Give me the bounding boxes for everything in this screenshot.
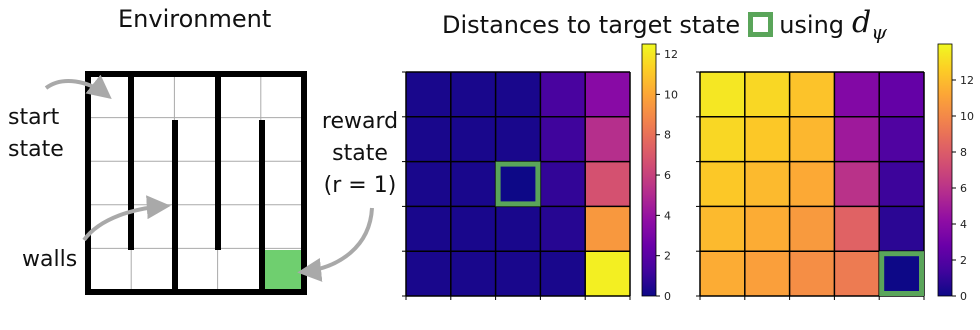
heatmap-cell (789, 72, 835, 117)
heatmap-cell (450, 161, 496, 207)
heatmap-cell (789, 116, 835, 162)
heatmap-cell (495, 251, 541, 296)
heatmap-cell (834, 251, 880, 296)
colorbar-tick-label: 8 (960, 146, 967, 159)
heatmap-cell (700, 72, 745, 117)
heatmap-cell (540, 206, 586, 252)
colorbar-tick-label: 0 (960, 290, 967, 303)
heatmap-cell (406, 116, 451, 162)
colorbar-1: 0 2 4 6 8 10 12 (641, 43, 678, 303)
environment-walls (85, 71, 307, 295)
reward-state-label-line2: state (332, 141, 388, 166)
heatmap-1: 0 2 4 6 8 10 12 (402, 43, 678, 303)
environment-grid (85, 71, 307, 295)
heatmap-cell (744, 116, 790, 162)
heatmap-cell (700, 161, 745, 207)
heatmap-cell (834, 72, 880, 117)
colorbar-tick-label: 4 (960, 218, 967, 231)
colorbar-tick-label: 10 (664, 88, 678, 101)
heatmap-cell (879, 116, 924, 162)
distance-symbol-subscript: ψ (871, 20, 887, 44)
colorbar-tick-label: 12 (960, 74, 974, 87)
heatmap-cell (789, 161, 835, 207)
colorbar-gradient (937, 43, 953, 297)
heatmap-cell (700, 116, 745, 162)
distance-symbol-letter: d (852, 5, 872, 40)
heatmap-cell (585, 72, 630, 117)
heatmap-cell (495, 206, 541, 252)
heatmap-cell (585, 206, 630, 252)
heatmap-cell (540, 161, 586, 207)
colorbar-gradient (641, 43, 657, 297)
heatmap-cell (700, 251, 745, 296)
colorbar-tick-label: 10 (960, 110, 974, 123)
heatmap-cell (540, 72, 586, 117)
colorbar-tick-label: 2 (960, 254, 967, 267)
walls-arrow (82, 195, 171, 242)
heatmap-cell (879, 161, 924, 207)
heatmap-cell (834, 116, 880, 162)
heatmap-cell (744, 206, 790, 252)
heatmap-cell (834, 206, 880, 252)
environment-title: Environment (118, 5, 272, 33)
colorbar-tick-label: 4 (664, 209, 671, 222)
target-box-icon (748, 12, 774, 37)
heatmap-cell (789, 251, 835, 296)
colorbar-tick-label: 6 (664, 169, 671, 182)
heatmap-cell (744, 251, 790, 296)
heatmap-cell (834, 161, 880, 207)
heatmap-cell (495, 72, 541, 117)
heatmap-cell (495, 116, 541, 162)
reward-state-label-line1: reward (322, 109, 398, 134)
heatmap-cell (789, 206, 835, 252)
heatmap-cell (700, 206, 745, 252)
colorbar-2: 0 2 4 6 8 10 12 (937, 43, 974, 303)
colorbar-tick-label: 0 (664, 290, 671, 303)
start-arrow (44, 74, 112, 99)
heatmap-cell (879, 72, 924, 117)
heatmap-cell (879, 251, 924, 296)
heatmap-cell (744, 161, 790, 207)
heatmap-cell (585, 116, 630, 162)
distances-title: Distances to target state using dψ (442, 5, 887, 44)
distances-title-prefix: Distances to target state (442, 10, 741, 39)
distances-title-suffix: using (779, 10, 845, 39)
heatmap-cell (450, 206, 496, 252)
heatmap-cell (406, 251, 451, 296)
start-state-label-line1: start (8, 105, 60, 130)
heatmaps: 0 2 4 6 8 10 12 0 2 4 6 8 10 12 (402, 43, 974, 303)
distance-symbol: dψ (852, 5, 887, 44)
reward-arrow (297, 207, 374, 282)
target-state-box (495, 161, 541, 207)
heatmap-cell (585, 251, 630, 296)
heatmap-cell (585, 161, 630, 207)
colorbar-tick-label: 12 (664, 48, 678, 61)
target-state-box (879, 251, 925, 296)
heatmap-2: 0 2 4 6 8 10 12 (696, 43, 974, 303)
heatmap-cell (540, 116, 586, 162)
heatmap-cell (450, 72, 496, 117)
heatmap-cell (540, 251, 586, 296)
heatmap-cell (406, 206, 451, 252)
heatmap-cell (495, 161, 541, 207)
heatmap-cell (879, 206, 924, 252)
outer-wall (85, 71, 307, 295)
reward-cell (262, 250, 304, 292)
heatmap-cell (450, 116, 496, 162)
heatmap-cell (406, 72, 451, 117)
heatmap-cell (406, 161, 451, 207)
colorbar-tick-label: 2 (664, 250, 671, 263)
heatmap-cell (744, 72, 790, 117)
colorbar-tick-label: 8 (664, 129, 671, 142)
reward-state-label-line3: (r = 1) (324, 173, 397, 198)
heatmap-cell (450, 251, 496, 296)
walls-label: walls (22, 247, 77, 272)
colorbar-tick-label: 6 (960, 182, 967, 195)
start-state-label-line2: state (8, 137, 64, 162)
